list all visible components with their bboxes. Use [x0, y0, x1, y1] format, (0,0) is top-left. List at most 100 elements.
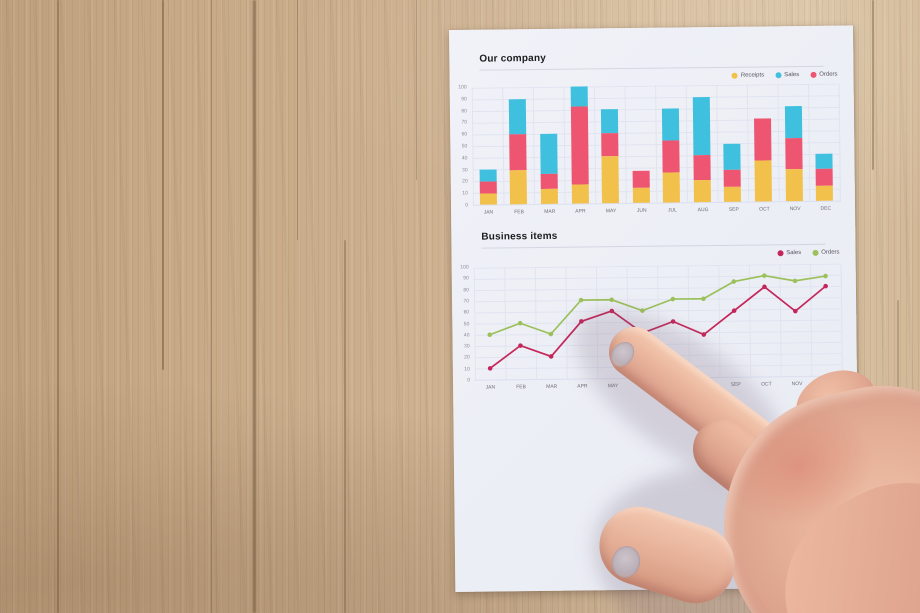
- x-tick-label: JUL: [667, 207, 677, 214]
- x-tick-label: JUN: [636, 207, 647, 214]
- bar-segment-orders: [815, 169, 833, 186]
- line-series-sales: [489, 285, 827, 370]
- line-chart-legend: Sales Orders: [777, 249, 840, 257]
- data-point-orders: [701, 296, 706, 302]
- data-point-sales: [548, 354, 554, 359]
- y-tick-label: 20: [462, 178, 468, 185]
- bar-segment-receipts: [785, 169, 803, 202]
- line-series-orders: [489, 274, 826, 336]
- bar-segment-orders: [601, 132, 619, 157]
- legend-dot-icon: [810, 71, 817, 78]
- legend-item: Orders: [812, 249, 840, 256]
- x-tick-label: FEB: [516, 384, 526, 391]
- y-tick-label: 20: [464, 354, 470, 361]
- bar-segment-sales: [570, 86, 588, 107]
- wood-grain-crack: [162, 0, 164, 370]
- line-chart-y-axis: 0 10 20 30 40 50 60 70 80 90 100: [454, 264, 472, 383]
- y-tick-label: 90: [463, 275, 469, 282]
- data-point-orders: [731, 279, 737, 284]
- wood-grain-crack: [253, 0, 256, 613]
- bar-segment-receipts: [662, 171, 681, 203]
- y-tick-label: 90: [461, 96, 467, 103]
- bar-segment-sales: [692, 96, 711, 156]
- x-tick-label: SEP: [728, 206, 739, 213]
- y-tick-label: 100: [460, 264, 469, 271]
- bar-segment-receipts: [815, 185, 834, 201]
- data-point-orders: [578, 297, 584, 303]
- legend-item: Sales: [777, 250, 802, 257]
- data-point-sales: [518, 343, 523, 348]
- y-tick-label: 30: [463, 343, 470, 350]
- data-point-orders: [609, 297, 614, 303]
- bar-column-jul: [655, 85, 687, 203]
- line-chart-canvas: [487, 273, 828, 371]
- paper-sheet: Our company Receipts Sales Orders 0 10 20 30 4…: [449, 25, 860, 592]
- data-point-sales: [670, 319, 676, 324]
- bar-segment-orders: [784, 137, 803, 170]
- x-tick-label: APR: [575, 208, 586, 215]
- bar-chart-plot: [471, 83, 841, 206]
- y-tick-label: 80: [463, 286, 469, 293]
- bar-segment-orders: [724, 170, 742, 187]
- bar-segment-receipts: [754, 160, 772, 202]
- data-point-sales: [609, 308, 615, 314]
- y-tick-label: 10: [464, 365, 470, 373]
- bar-segment-orders: [570, 106, 589, 185]
- data-point-orders: [548, 331, 554, 337]
- bar-segment-sales: [540, 133, 558, 174]
- bar-chart-title: Our company: [479, 52, 547, 65]
- y-tick-label: 40: [461, 155, 468, 162]
- y-tick-label: 50: [461, 143, 468, 150]
- bar-segment-sales: [723, 143, 742, 171]
- wood-grain-crack: [872, 0, 874, 170]
- legend-label: Sales: [786, 250, 802, 257]
- x-tick-label: JAN: [483, 209, 494, 216]
- wood-grain-crack: [297, 0, 298, 240]
- x-tick-label: NOV: [789, 206, 801, 213]
- bar-segment-sales: [479, 169, 497, 182]
- bar-segment-sales: [784, 106, 802, 139]
- bar-segment-receipts: [479, 193, 497, 205]
- legend-label: Receipts: [740, 72, 765, 79]
- legend-label: Sales: [784, 72, 800, 79]
- data-point-orders: [670, 296, 676, 302]
- legend-label: Orders: [821, 249, 840, 256]
- data-point-orders: [640, 308, 645, 313]
- x-tick-label: JAN: [485, 384, 496, 391]
- x-tick-label: OCT: [759, 206, 770, 213]
- x-tick-label: MAY: [605, 208, 617, 215]
- data-point-orders: [823, 273, 828, 279]
- y-tick-label: 100: [458, 84, 467, 91]
- x-tick-label: DEC: [820, 205, 832, 212]
- data-point-sales: [823, 283, 828, 289]
- bar-segment-orders: [693, 155, 711, 181]
- wood-grain-crack: [211, 0, 212, 613]
- wood-grain-crack: [57, 0, 59, 613]
- bar-column-mar: [533, 87, 565, 204]
- bar-segment-orders: [754, 118, 772, 161]
- x-tick-label: MAR: [544, 208, 556, 215]
- bar-column-oct: [747, 84, 779, 202]
- y-tick-label: 70: [461, 119, 468, 126]
- title-divider: [479, 65, 824, 71]
- y-tick-label: 50: [463, 320, 470, 327]
- y-tick-label: 10: [462, 190, 468, 197]
- bar-segment-receipts: [693, 179, 711, 203]
- wood-grain-crack: [416, 0, 417, 180]
- bar-segment-receipts: [724, 186, 742, 202]
- bar-segment-orders: [540, 173, 558, 189]
- bar-segment-orders: [662, 140, 680, 173]
- bar-segment-sales: [815, 153, 833, 170]
- legend-dot-icon: [731, 72, 738, 79]
- line-chart-plot: [473, 263, 843, 381]
- data-point-sales: [793, 308, 798, 314]
- bar-column-feb: [502, 87, 534, 205]
- legend-dot-icon: [775, 72, 782, 79]
- bar-chart-x-axis: JAN FEB MAR APR MAY JUN JUL AUG SEP OCT NOV DEC: [473, 206, 841, 216]
- bar-chart-legend: Receipts Sales Orders: [731, 71, 838, 79]
- bar-column-aug: [686, 85, 718, 203]
- legend-label: Orders: [819, 71, 838, 78]
- legend-dot-icon: [812, 249, 819, 256]
- data-point-sales: [762, 284, 767, 290]
